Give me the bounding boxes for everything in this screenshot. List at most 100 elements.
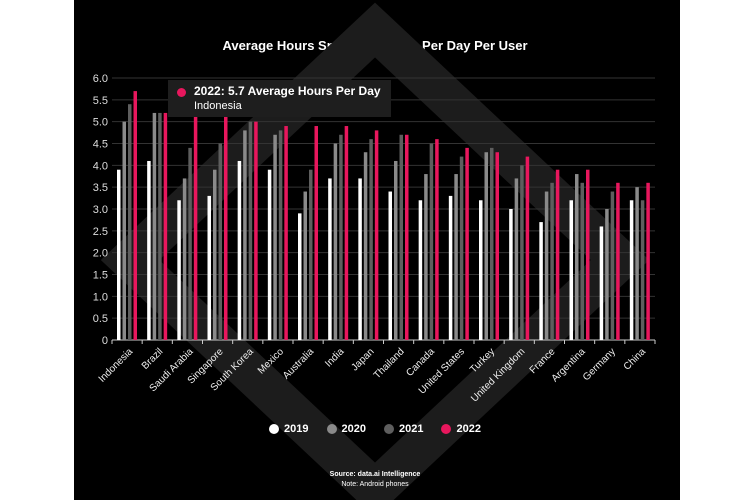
bar-2020 [273, 134, 277, 340]
tooltip-value: 2022: 5.7 Average Hours Per Day [194, 84, 381, 98]
bar-2021 [490, 147, 494, 340]
bar-2019 [177, 200, 181, 340]
bar-2020 [454, 174, 458, 340]
bar-2021 [309, 169, 313, 340]
bar-2022 [284, 126, 288, 341]
bar-2020 [605, 209, 609, 340]
x-tick-label: Japan [349, 346, 376, 373]
bar-2020 [394, 160, 398, 340]
bar-2022 [133, 91, 137, 340]
bar-2022 [465, 147, 469, 340]
y-tick-label: 0 [102, 335, 108, 347]
bar-2022 [314, 126, 318, 341]
legend-label: 2020 [341, 423, 366, 435]
bar-2022 [405, 134, 409, 340]
bar-2022 [586, 169, 590, 340]
bar-2021 [218, 143, 222, 340]
bar-2020 [122, 121, 126, 341]
bar-2021 [520, 165, 524, 340]
bar-2021 [429, 143, 434, 340]
bar-2022 [435, 139, 439, 340]
bar-2021 [188, 147, 192, 340]
bar-2022 [616, 182, 620, 340]
bar-2019 [569, 200, 573, 340]
legend-label: 2022 [456, 423, 481, 435]
bar-2020 [333, 143, 338, 340]
x-tick-label: India [323, 346, 346, 369]
y-tick-label: 2.0 [93, 248, 108, 260]
legend-item-2020[interactable]: 2020 [326, 423, 366, 435]
bar-2022 [646, 182, 650, 340]
bar-2022 [495, 152, 499, 340]
bar-2020 [635, 187, 639, 340]
x-tick-label: Germany [581, 346, 618, 383]
bar-2019 [629, 200, 634, 340]
bar-2022 [254, 121, 258, 341]
bar-2020 [424, 174, 428, 340]
bar-2020 [152, 112, 157, 340]
x-tick-label: Argentina [550, 346, 588, 384]
bar-2020 [514, 178, 519, 340]
bar-2022 [224, 112, 228, 340]
bar-2020 [484, 152, 488, 340]
legend-item-2022[interactable]: 2022 [441, 423, 481, 435]
y-tick-label: 2.5 [93, 226, 108, 238]
bar-2020 [575, 174, 579, 340]
legend-dot-icon [441, 424, 452, 434]
legend-dot-icon [269, 424, 280, 434]
bar-2021 [459, 156, 464, 340]
x-tick-label: Australia [281, 346, 317, 382]
bar-2022 [163, 112, 168, 340]
bar-2019 [388, 191, 392, 340]
y-tick-label: 6.0 [93, 73, 108, 85]
x-tick-label: China [622, 346, 649, 373]
bar-2022 [555, 169, 560, 340]
y-tick-label: 5.0 [93, 117, 108, 129]
bar-2021 [158, 112, 162, 340]
tooltip-category: Indonesia [194, 100, 242, 112]
x-tick-label: Indonesia [97, 346, 136, 385]
y-tick-label: 4.0 [93, 160, 108, 172]
bar-2020 [544, 191, 549, 340]
bar-2021 [248, 121, 253, 341]
legend-item-2021[interactable]: 2021 [384, 423, 423, 435]
legend-dot-icon [384, 424, 394, 434]
bar-2019 [207, 195, 211, 340]
bar-2021 [610, 191, 615, 340]
bar-2021 [399, 134, 403, 340]
note-text: Note: Android phones [341, 481, 409, 488]
bar-2019 [509, 209, 513, 340]
bar-2021 [550, 182, 554, 340]
legend-label: 2019 [284, 423, 309, 435]
bar-2019 [237, 160, 242, 340]
legend: 2019 2020 2021 2022 [0, 423, 750, 435]
bar-2021 [339, 134, 343, 340]
y-tick-label: 0.5 [93, 313, 108, 325]
bar-2019 [358, 178, 362, 340]
legend-dot-icon [326, 424, 337, 434]
x-tick-label: Thailand [372, 346, 407, 381]
bar-2019 [479, 200, 483, 340]
bar-2021 [128, 104, 132, 340]
y-tick-label: 1.0 [93, 291, 108, 303]
bar-2022 [344, 126, 349, 341]
y-tick-label: 3.5 [93, 182, 108, 194]
y-tick-label: 5.5 [93, 95, 108, 107]
tooltip-dot-icon [177, 88, 186, 97]
bar-2019 [448, 195, 453, 340]
bar-2020 [363, 152, 368, 340]
tooltip: 2022: 5.7 Average Hours Per Day Indonesi… [168, 80, 391, 117]
y-tick-label: 3.0 [93, 204, 108, 216]
bar-2020 [243, 130, 247, 340]
bar-2019 [539, 222, 543, 340]
legend-item-2019[interactable]: 2019 [269, 423, 309, 435]
legend-label: 2021 [399, 423, 424, 435]
source-note: Source: data.ai Intelligence Note: Andro… [0, 470, 750, 490]
y-tick-label: 1.5 [93, 270, 108, 282]
bar-2022 [525, 156, 530, 340]
bar-2019 [267, 169, 272, 340]
bar-2019 [147, 160, 151, 340]
bar-2021 [278, 130, 283, 340]
bar-2019 [298, 213, 302, 340]
